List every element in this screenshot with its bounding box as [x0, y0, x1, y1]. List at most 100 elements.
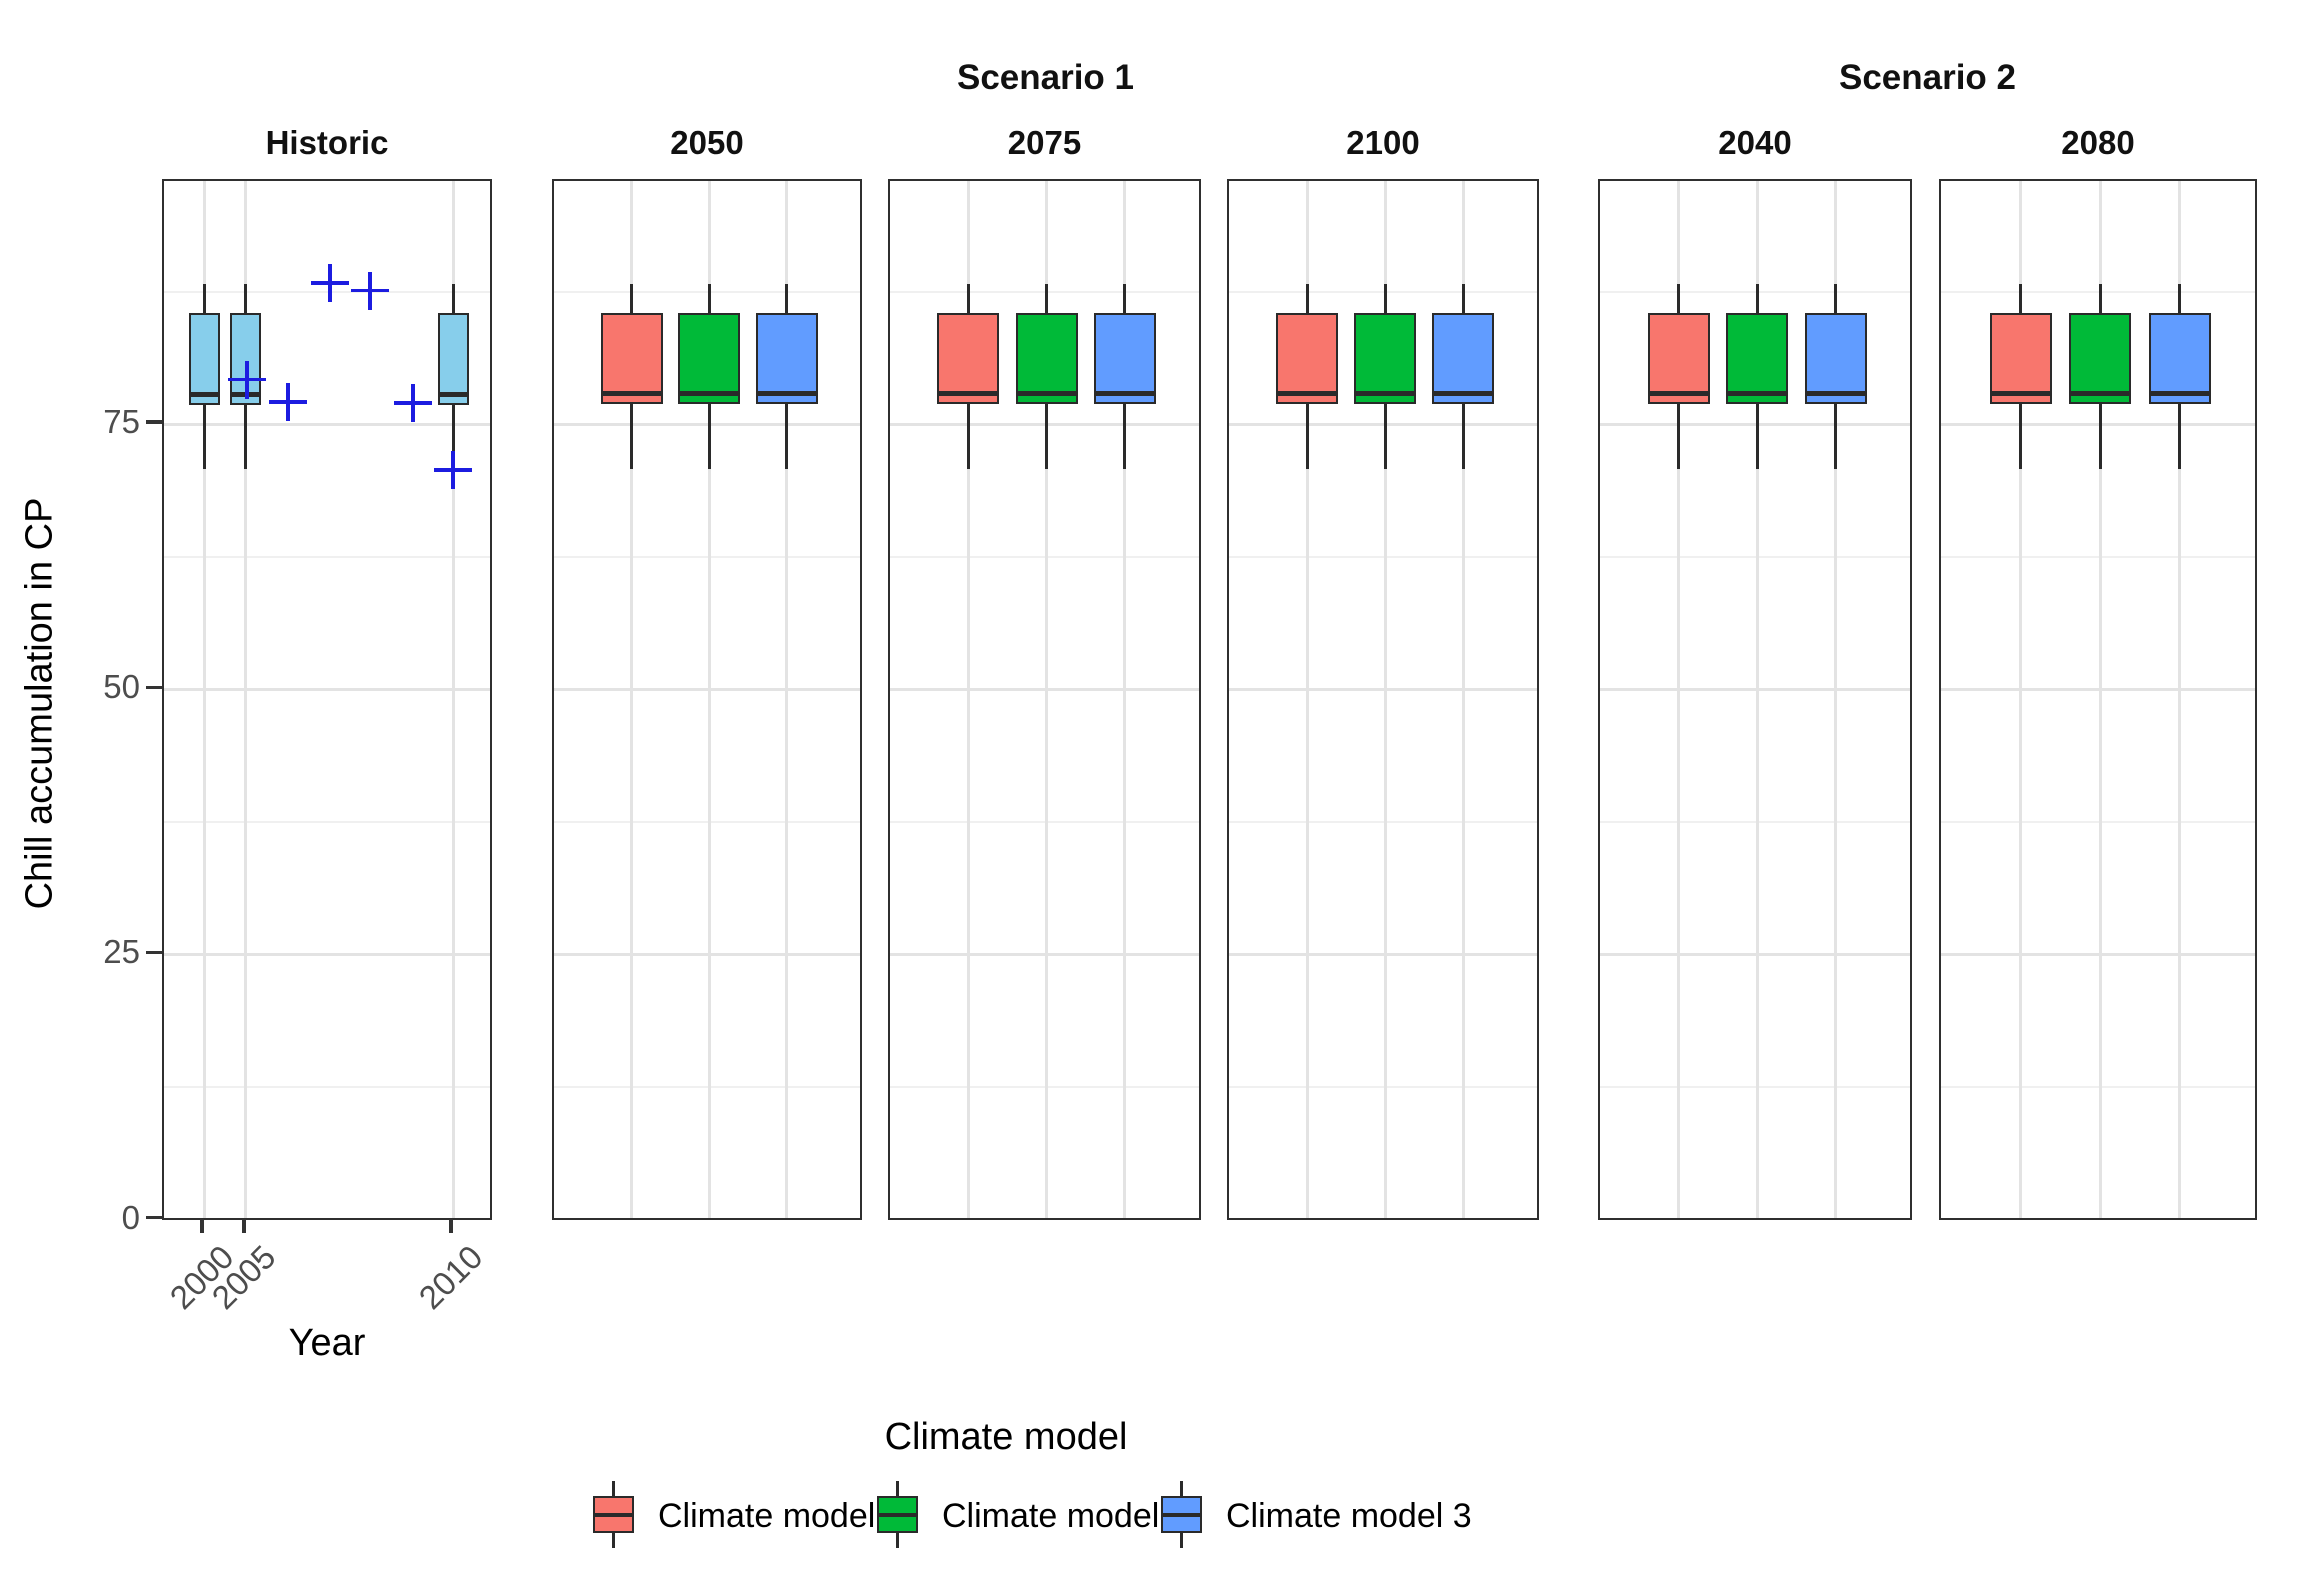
gridline-minor — [1600, 820, 1910, 823]
gridline-minor — [890, 290, 1199, 293]
boxplot-box-Climate model 3 — [1804, 312, 1867, 405]
gridline-vertical — [451, 181, 455, 1218]
historic-point-cross — [350, 271, 389, 310]
gridline-major — [1941, 422, 2255, 426]
gridline-minor — [1229, 820, 1537, 823]
gridline-minor — [554, 555, 860, 558]
boxplot-box-Climate model 2 — [678, 312, 740, 405]
boxplot-lower-whisker — [2178, 404, 2181, 469]
gridline-vertical — [203, 181, 207, 1218]
boxplot-box-Climate model 3 — [2148, 312, 2211, 405]
boxplot-box-Climate model 2 — [2069, 312, 2131, 405]
gridline-vertical — [1045, 181, 1048, 1218]
boxplot-lower-whisker — [966, 404, 970, 469]
facet-panel-label-2040: 2040 — [1718, 124, 1792, 161]
boxplot-upper-whisker — [707, 284, 711, 313]
boxplot-box-Climate model 3 — [1093, 312, 1156, 405]
boxplot-median-line — [2149, 390, 2210, 396]
boxplot-median-line — [2070, 390, 2130, 396]
facet-group-label-scenario-1: Scenario 1 — [956, 58, 1135, 97]
gridline-minor — [164, 1085, 490, 1088]
boxplot-upper-whisker — [2178, 284, 2181, 313]
boxplot-upper-whisker — [1045, 284, 1048, 313]
gridline-vertical — [1461, 181, 1465, 1218]
y-tick-mark — [146, 1215, 162, 1220]
gridline-major — [890, 687, 1199, 691]
boxplot-upper-whisker — [1461, 284, 1465, 313]
boxplot-upper-whisker — [203, 284, 207, 313]
boxplot-upper-whisker — [785, 284, 788, 313]
gridline-minor — [890, 1085, 1199, 1088]
gridline-major — [1941, 952, 2255, 956]
y-tick-label-25: 25 — [103, 933, 140, 971]
boxplot-box-Climate model 3 — [1432, 312, 1494, 405]
x-tick-mark — [200, 1219, 204, 1233]
boxplot-upper-whisker — [1677, 284, 1680, 313]
gridline-minor — [1229, 555, 1537, 558]
boxplot-lower-whisker — [1123, 404, 1127, 469]
x-tick-label-2010: 2010 — [411, 1238, 490, 1317]
legend-key-lower-whisker — [612, 1533, 615, 1548]
gridline-minor — [554, 290, 860, 293]
gridline-vertical — [1755, 181, 1759, 1218]
boxplot-upper-whisker — [1305, 284, 1309, 313]
gridline-minor — [890, 820, 1199, 823]
gridline-minor — [890, 555, 1199, 558]
boxplot-lower-whisker — [630, 404, 633, 469]
boxplot-box-Climate model 1 — [1276, 312, 1338, 405]
legend-key-boxplot-icon — [877, 1481, 918, 1548]
boxplot-lower-whisker — [2098, 404, 2102, 469]
gridline-minor — [554, 1085, 860, 1088]
boxplot-upper-whisker — [1383, 284, 1387, 313]
plot-panel-2050 — [552, 179, 862, 1220]
gridline-vertical — [630, 181, 633, 1218]
boxplot-median-line — [438, 391, 468, 397]
legend-key-upper-whisker — [612, 1481, 615, 1496]
gridline-minor — [1229, 290, 1537, 293]
plot-panel-2075 — [888, 179, 1201, 1220]
plot-panel-2040 — [1598, 179, 1912, 1220]
gridline-vertical — [244, 181, 248, 1218]
boxplot-lower-whisker — [1461, 404, 1465, 469]
boxplot-upper-whisker — [451, 284, 455, 313]
boxplot-median-line — [756, 390, 817, 396]
legend-key-upper-whisker — [896, 1481, 899, 1496]
plot-panel-historic — [162, 179, 492, 1220]
gridline-minor — [1600, 555, 1910, 558]
boxplot-median-line — [1094, 390, 1155, 396]
gridline-vertical — [707, 181, 711, 1218]
boxplot-median-line — [601, 390, 662, 396]
gridline-major — [554, 687, 860, 691]
historic-point-cross — [394, 383, 433, 422]
boxplot-lower-whisker — [785, 404, 788, 469]
boxplot-median-line — [1990, 390, 2051, 396]
boxplot-median-line — [1727, 390, 1787, 396]
boxplot-lower-whisker — [203, 405, 207, 469]
gridline-major — [1941, 687, 2255, 691]
historic-point-cross — [310, 264, 349, 303]
boxplot-upper-whisker — [2019, 284, 2022, 313]
gridline-vertical — [2019, 181, 2022, 1218]
boxplot-lower-whisker — [2019, 404, 2022, 469]
y-tick-label-0: 0 — [121, 1198, 140, 1236]
gridline-minor — [1229, 1085, 1537, 1088]
boxplot-lower-whisker — [1045, 404, 1048, 469]
gridline-vertical — [1383, 181, 1387, 1218]
boxplot-lower-whisker — [1834, 404, 1837, 469]
gridline-vertical — [966, 181, 970, 1218]
gridline-minor — [554, 820, 860, 823]
legend-item-label: Climate model 3 — [1226, 1497, 1472, 1535]
historic-point-cross — [434, 450, 473, 489]
gridline-vertical — [785, 181, 788, 1218]
legend-key-lower-whisker — [896, 1533, 899, 1548]
boxplot-lower-whisker — [707, 404, 711, 469]
facet-group-label-scenario-2: Scenario 2 — [1838, 58, 2017, 97]
legend-key-median-line — [1162, 1512, 1201, 1517]
boxplot-box-Climate model 2 — [1015, 312, 1078, 405]
boxplot-box-2000 — [189, 312, 221, 406]
legend-key-boxplot-icon — [1161, 1481, 1202, 1548]
boxplot-box-Climate model 1 — [1647, 312, 1710, 405]
legend-item-label: Climate model 2 — [942, 1497, 1188, 1535]
gridline-major — [1229, 422, 1537, 426]
plot-panel-2100 — [1227, 179, 1539, 1220]
